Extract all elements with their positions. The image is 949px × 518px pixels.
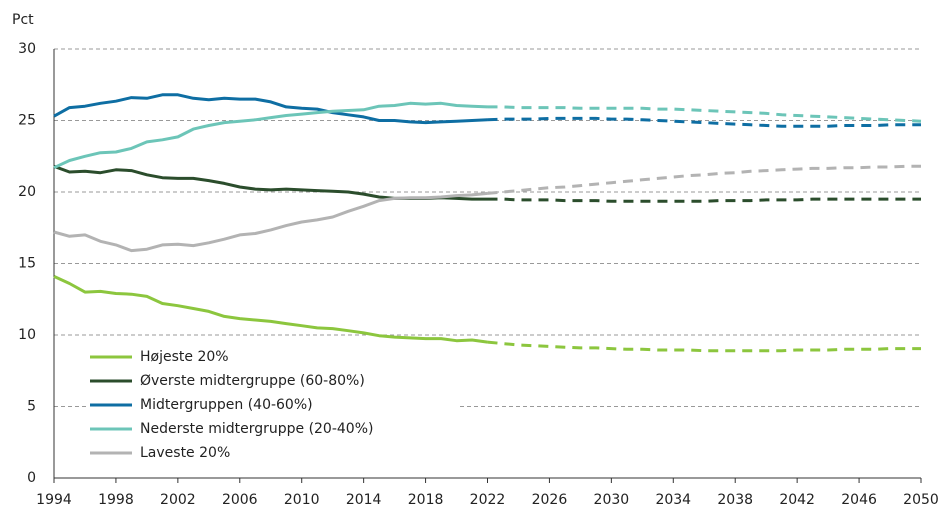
line-forecast	[487, 164, 921, 195]
y-tick-label: 20	[18, 184, 36, 200]
y-axis-label: Pct	[12, 12, 34, 28]
x-tick-label: 2014	[346, 492, 382, 508]
legend-label: Øverste midtergruppe (60-80%)	[140, 373, 365, 389]
line-series	[53, 101, 488, 170]
x-tick-label: 2038	[717, 492, 753, 508]
x-tick-label: 2042	[779, 492, 815, 508]
legend-label: Nederste midtergruppe (20-40%)	[140, 421, 373, 437]
legend-box	[86, 344, 458, 466]
x-tick-label: 2026	[532, 492, 568, 508]
y-tick-label: 10	[18, 327, 36, 343]
x-tick-label: 2018	[408, 492, 444, 508]
line-forecast	[487, 340, 921, 353]
line-series	[53, 164, 488, 201]
legend-label: Højeste 20%	[140, 349, 229, 365]
line-forecast	[487, 105, 922, 123]
y-tick-label: 30	[18, 41, 36, 57]
line-series	[53, 275, 488, 344]
line-forecast	[487, 197, 921, 203]
x-tick-label: 2030	[594, 492, 630, 508]
y-tick-label: 15	[18, 256, 36, 272]
line-series	[53, 93, 488, 125]
x-tick-label: 2050	[903, 492, 939, 508]
x-tick-label: 2034	[655, 492, 691, 508]
line-forecast	[487, 116, 921, 128]
x-tick-label: 2046	[841, 492, 877, 508]
legend-label: Laveste 20%	[140, 445, 230, 461]
y-tick-label: 0	[27, 470, 36, 486]
line-series	[53, 191, 488, 253]
legend-label: Midtergruppen (40-60%)	[140, 397, 313, 413]
y-tick-label: 5	[27, 399, 36, 415]
y-tick-label: 25	[18, 113, 36, 129]
x-tick-label: 1998	[98, 492, 134, 508]
x-tick-label: 2022	[470, 492, 506, 508]
x-tick-label: 1994	[36, 492, 72, 508]
x-tick-label: 2002	[160, 492, 196, 508]
x-tick-label: 2006	[222, 492, 258, 508]
x-tick-label: 2010	[284, 492, 320, 508]
legend: Højeste 20% Øverste midtergruppe (60-80%)…	[86, 344, 458, 466]
